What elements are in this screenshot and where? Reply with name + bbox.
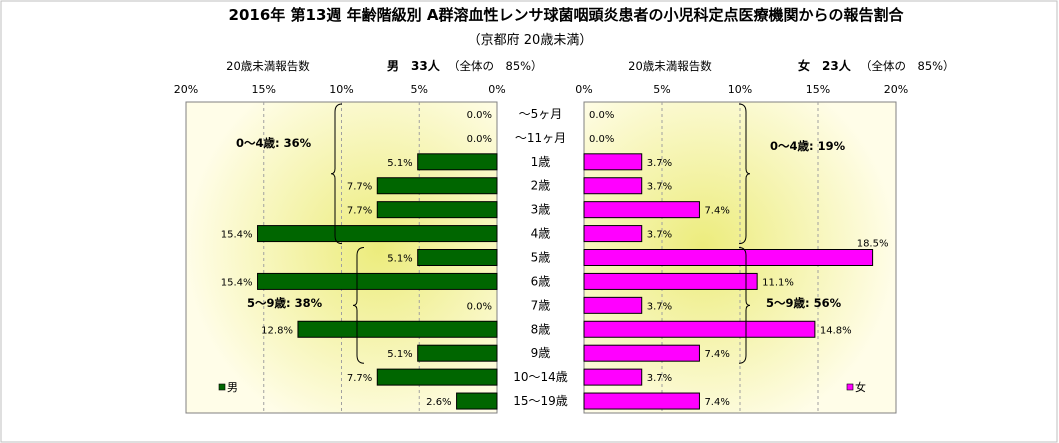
category-label: ～5ヶ月 [519, 107, 563, 121]
female-bar [583, 249, 874, 266]
category-label: 15～19歳 [513, 394, 568, 408]
female-tick-label: 10% [728, 83, 752, 96]
female-tick-label: 20% [884, 83, 908, 96]
category-label: 1歳 [531, 155, 551, 169]
male-tick-label: 15% [252, 83, 276, 96]
male-group-0-4-label: 0～4歳: 36% [236, 136, 312, 150]
female-bar [583, 344, 700, 362]
female-value-label: 3.7% [647, 158, 672, 169]
female-bar [583, 296, 643, 314]
female-bar [583, 392, 700, 410]
right-share: （全体の 85%） [860, 59, 955, 73]
female-bar [583, 177, 643, 195]
category-label: 8歳 [531, 322, 551, 336]
male-value-label: 0.0% [467, 301, 492, 312]
male-tick-label: 0% [488, 83, 505, 96]
male-bar [257, 225, 498, 243]
category-label: 9歳 [531, 346, 551, 360]
female-value-label: 3.7% [647, 182, 672, 193]
male-group-5-9-label: 5～9歳: 38% [247, 296, 323, 310]
male-value-label: 2.6% [426, 397, 451, 408]
male-value-label: 15.4% [221, 230, 253, 241]
female-bar [583, 368, 643, 386]
male-value-label: 0.0% [467, 134, 492, 145]
male-legend-swatch [218, 383, 226, 391]
left-count-label: 20歳未満報告数 [226, 59, 310, 73]
male-bar [376, 201, 498, 219]
male-bar [417, 344, 498, 362]
female-value-label: 7.4% [704, 349, 729, 360]
female-value-label: 11.1% [762, 277, 794, 288]
female-bar [583, 201, 700, 219]
male-bracket-5-9 [352, 247, 365, 364]
chart-subtitle: （京都府 20歳未満） [468, 33, 593, 48]
female-value-label: 7.4% [704, 206, 729, 217]
male-legend-label: 男 [227, 381, 238, 394]
category-label: 4歳 [531, 227, 551, 241]
female-bar [583, 225, 643, 243]
male-bar [297, 320, 498, 338]
category-label: ～11ヶ月 [515, 131, 566, 145]
female-value-label: 18.5% [857, 239, 889, 250]
male-tick-label: 20% [174, 83, 198, 96]
left-share: （全体の 85%） [448, 59, 543, 73]
male-bar [257, 272, 498, 290]
female-value-label: 0.0% [589, 110, 614, 121]
male-value-label: 5.1% [387, 158, 412, 169]
male-tick-label: 5% [411, 83, 428, 96]
female-tick-label: 15% [806, 83, 830, 96]
female-value-label: 0.0% [589, 134, 614, 145]
male-bar [417, 249, 498, 266]
male-value-label: 7.7% [347, 206, 372, 217]
left-summary: 男 33人 [387, 58, 441, 73]
female-bracket-0-4 [738, 103, 751, 245]
female-bar [583, 320, 816, 338]
chart-title: 2016年 第13週 年齢階級別 A群溶血性レンサ球菌咽頭炎患者の小児科定点医療… [229, 6, 905, 24]
female-value-label: 3.7% [647, 373, 672, 384]
category-label: 3歳 [531, 203, 551, 217]
male-value-label: 0.0% [467, 110, 492, 121]
category-label: 6歳 [531, 274, 551, 288]
male-value-label: 5.1% [387, 254, 412, 265]
male-bar [417, 153, 498, 171]
female-value-label: 14.8% [820, 325, 852, 336]
male-value-label: 12.8% [261, 325, 293, 336]
category-label: 5歳 [531, 251, 551, 265]
right-summary: 女 23人 [798, 58, 852, 73]
female-value-label: 7.4% [704, 397, 729, 408]
female-bracket-5-9 [738, 247, 751, 364]
male-value-label: 15.4% [221, 277, 253, 288]
male-bar [376, 368, 498, 386]
right-count-label: 20歳未満報告数 [628, 59, 712, 73]
male-value-label: 7.7% [347, 182, 372, 193]
male-bar [456, 392, 498, 410]
category-label: 7歳 [531, 298, 551, 312]
female-bar [583, 272, 758, 290]
female-legend-label: 女 [855, 380, 866, 394]
female-bar [583, 153, 643, 171]
male-tick-label: 10% [329, 83, 353, 96]
category-label: 10～14歳 [513, 370, 568, 384]
male-bracket-0-4 [330, 103, 343, 245]
male-bar [376, 177, 498, 195]
male-value-label: 5.1% [387, 349, 412, 360]
female-tick-label: 5% [653, 83, 670, 96]
category-label: 2歳 [531, 179, 551, 193]
male-value-label: 7.7% [347, 373, 372, 384]
female-value-label: 3.7% [647, 230, 672, 241]
female-value-label: 3.7% [647, 301, 672, 312]
female-legend-swatch [846, 383, 854, 391]
female-group-0-4-label: 0～4歳: 19% [770, 139, 846, 153]
female-tick-label: 0% [575, 83, 592, 96]
female-group-5-9-label: 5～9歳: 56% [766, 296, 842, 310]
